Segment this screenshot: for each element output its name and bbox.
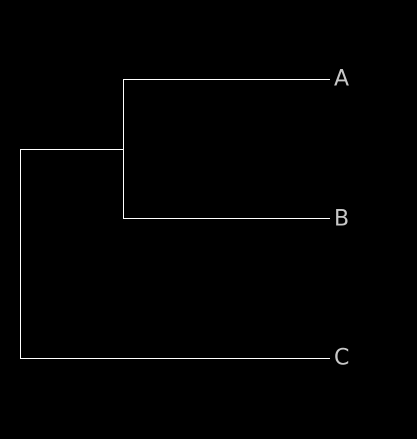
leaf-label-a: A (334, 67, 349, 92)
leaf-label-c: C (334, 346, 349, 371)
leaf-label-b: B (334, 207, 349, 232)
